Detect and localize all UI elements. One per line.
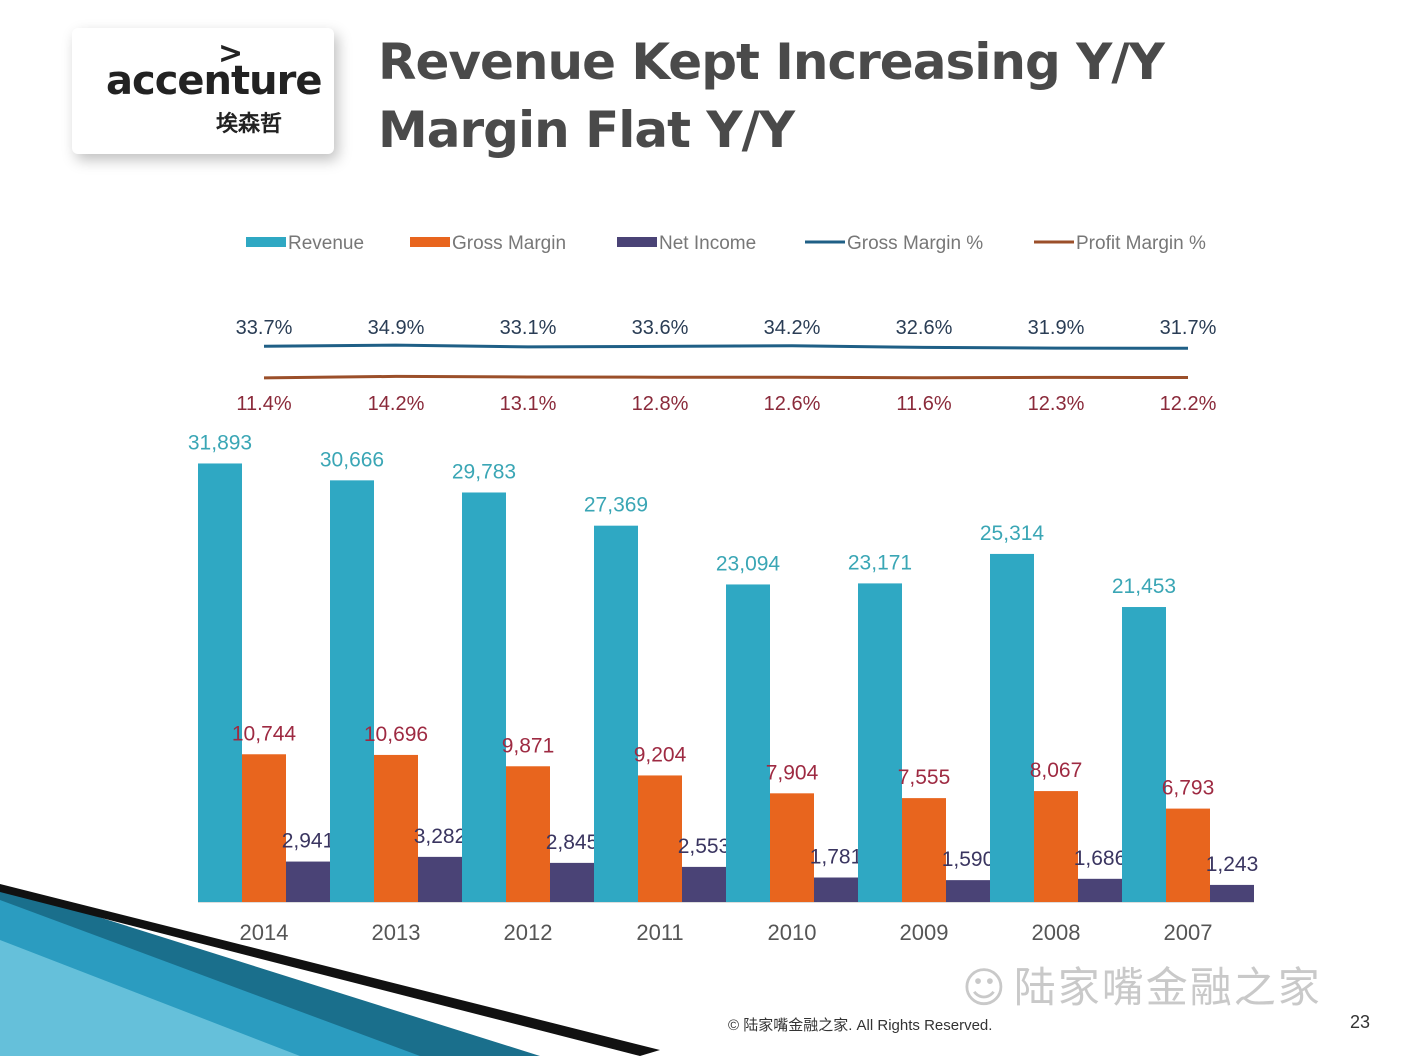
copyright-text: © 陆家嘴金融之家. All Rights Reserved. bbox=[728, 1017, 993, 1034]
bar-gross-margin-2007 bbox=[1166, 808, 1210, 902]
data-label-profit-margin-pct-2009: 11.6% bbox=[896, 393, 951, 415]
data-label-gross-margin-2013: 10,696 bbox=[364, 723, 428, 746]
data-label-net-income-2009: 1,590 bbox=[942, 848, 995, 871]
x-tick-label-2008: 2008 bbox=[1032, 920, 1081, 945]
legend-label-1: Gross Margin bbox=[452, 233, 566, 254]
x-tick-label-2007: 2007 bbox=[1164, 920, 1213, 945]
bar-revenue-2012 bbox=[462, 492, 506, 902]
data-label-revenue-2011: 27,369 bbox=[584, 494, 648, 517]
data-label-gross-margin-2011: 9,204 bbox=[634, 743, 687, 766]
data-label-profit-margin-pct-2010: 12.6% bbox=[764, 393, 821, 415]
data-label-gross-margin-pct-2009: 32.6% bbox=[896, 317, 953, 339]
x-tick-label-2009: 2009 bbox=[900, 920, 949, 945]
data-label-profit-margin-pct-2011: 12.8% bbox=[632, 393, 689, 415]
bar-revenue-2008 bbox=[990, 553, 1034, 902]
x-tick-label-2014: 2014 bbox=[240, 920, 289, 945]
bar-net-income-2012 bbox=[550, 862, 594, 902]
legend-label-0: Revenue bbox=[288, 233, 364, 254]
data-label-profit-margin-pct-2008: 12.3% bbox=[1028, 393, 1085, 415]
bar-revenue-2013 bbox=[330, 480, 374, 902]
bar-revenue-2009 bbox=[858, 583, 902, 902]
data-label-profit-margin-pct-2012: 13.1% bbox=[500, 393, 557, 415]
data-label-gross-margin-2009: 7,555 bbox=[898, 766, 951, 789]
data-label-gross-margin-2007: 6,793 bbox=[1162, 777, 1215, 800]
page-number: 23 bbox=[1350, 1012, 1371, 1032]
data-label-net-income-2008: 1,686 bbox=[1074, 847, 1127, 870]
bar-revenue-2007 bbox=[1122, 607, 1166, 902]
wechat-icon: ☺ bbox=[962, 963, 1006, 1012]
bar-net-income-2011 bbox=[682, 866, 726, 902]
data-label-gross-margin-pct-2011: 33.6% bbox=[632, 317, 689, 339]
bar-revenue-2014 bbox=[198, 463, 242, 902]
line-profit-margin-pct bbox=[263, 374, 1189, 380]
data-label-gross-margin-2008: 8,067 bbox=[1030, 759, 1083, 782]
logo-wordmark: accenture bbox=[106, 58, 322, 104]
data-label-revenue-2010: 23,094 bbox=[716, 552, 781, 575]
x-tick-label-2010: 2010 bbox=[768, 920, 817, 945]
legend-swatch-0 bbox=[246, 237, 286, 247]
bar-gross-margin-2011 bbox=[638, 775, 682, 902]
data-label-gross-margin-2010: 7,904 bbox=[766, 761, 819, 784]
bar-gross-margin-2014 bbox=[242, 754, 286, 902]
legend-label-3: Gross Margin % bbox=[847, 233, 983, 254]
bar-net-income-2014 bbox=[286, 861, 330, 902]
legend-swatch-2 bbox=[617, 237, 657, 247]
bar-net-income-2013 bbox=[418, 856, 462, 902]
slide-title-line-2: Margin Flat Y/Y bbox=[378, 101, 795, 159]
bar-net-income-2008 bbox=[1078, 878, 1122, 902]
data-label-revenue-2007: 21,453 bbox=[1112, 575, 1176, 598]
data-label-net-income-2011: 2,553 bbox=[678, 835, 731, 858]
data-label-revenue-2012: 29,783 bbox=[452, 460, 516, 483]
data-label-net-income-2013: 3,282 bbox=[414, 825, 467, 848]
data-label-gross-margin-pct-2013: 34.9% bbox=[368, 317, 425, 339]
data-label-net-income-2007: 1,243 bbox=[1206, 853, 1259, 876]
data-label-revenue-2014: 31,893 bbox=[188, 431, 252, 454]
data-label-profit-margin-pct-2007: 12.2% bbox=[1160, 393, 1217, 415]
data-label-gross-margin-pct-2007: 31.7% bbox=[1160, 317, 1217, 339]
line-gross-margin-pct bbox=[263, 343, 1189, 350]
bar-gross-margin-2012 bbox=[506, 766, 550, 902]
data-label-profit-margin-pct-2014: 11.4% bbox=[236, 393, 291, 415]
slide-title-line-1: Revenue Kept Increasing Y/Y bbox=[378, 33, 1165, 91]
legend-label-4: Profit Margin % bbox=[1076, 233, 1206, 254]
data-label-net-income-2010: 1,781 bbox=[810, 846, 863, 869]
bar-gross-margin-2009 bbox=[902, 798, 946, 902]
data-label-net-income-2012: 2,845 bbox=[546, 831, 599, 854]
accenture-logo: > accenture 埃森哲 bbox=[72, 28, 334, 154]
bar-net-income-2010 bbox=[814, 877, 858, 902]
watermark-text: 陆家嘴金融之家 bbox=[1013, 963, 1322, 1012]
data-label-net-income-2014: 2,941 bbox=[282, 830, 335, 853]
bar-net-income-2007 bbox=[1210, 884, 1254, 902]
x-tick-label-2013: 2013 bbox=[372, 920, 421, 945]
data-label-gross-margin-pct-2012: 33.1% bbox=[500, 317, 557, 339]
bar-gross-margin-2010 bbox=[770, 793, 814, 902]
logo-chevron-icon: > bbox=[218, 36, 244, 71]
bar-gross-margin-2008 bbox=[1034, 791, 1078, 902]
legend-swatch-1 bbox=[410, 237, 450, 247]
data-label-gross-margin-2014: 10,744 bbox=[232, 722, 297, 745]
bar-revenue-2011 bbox=[594, 525, 638, 902]
data-label-gross-margin-pct-2010: 34.2% bbox=[764, 317, 821, 339]
data-label-revenue-2013: 30,666 bbox=[320, 448, 384, 471]
data-label-profit-margin-pct-2013: 14.2% bbox=[368, 393, 425, 415]
data-label-revenue-2008: 25,314 bbox=[980, 522, 1045, 545]
bar-gross-margin-2013 bbox=[374, 754, 418, 902]
data-label-gross-margin-pct-2008: 31.9% bbox=[1028, 317, 1085, 339]
data-label-gross-margin-2012: 9,871 bbox=[502, 734, 555, 757]
data-label-revenue-2009: 23,171 bbox=[848, 551, 912, 574]
watermark: ☺ 陆家嘴金融之家 bbox=[962, 954, 1322, 1015]
bar-net-income-2009 bbox=[946, 880, 990, 902]
legend-label-2: Net Income bbox=[659, 233, 756, 254]
logo-chinese-name: 埃森哲 bbox=[216, 112, 283, 137]
x-tick-label-2012: 2012 bbox=[504, 920, 553, 945]
bar-revenue-2010 bbox=[726, 584, 770, 902]
data-label-gross-margin-pct-2014: 33.7% bbox=[236, 317, 293, 339]
x-tick-label-2011: 2011 bbox=[636, 920, 683, 945]
